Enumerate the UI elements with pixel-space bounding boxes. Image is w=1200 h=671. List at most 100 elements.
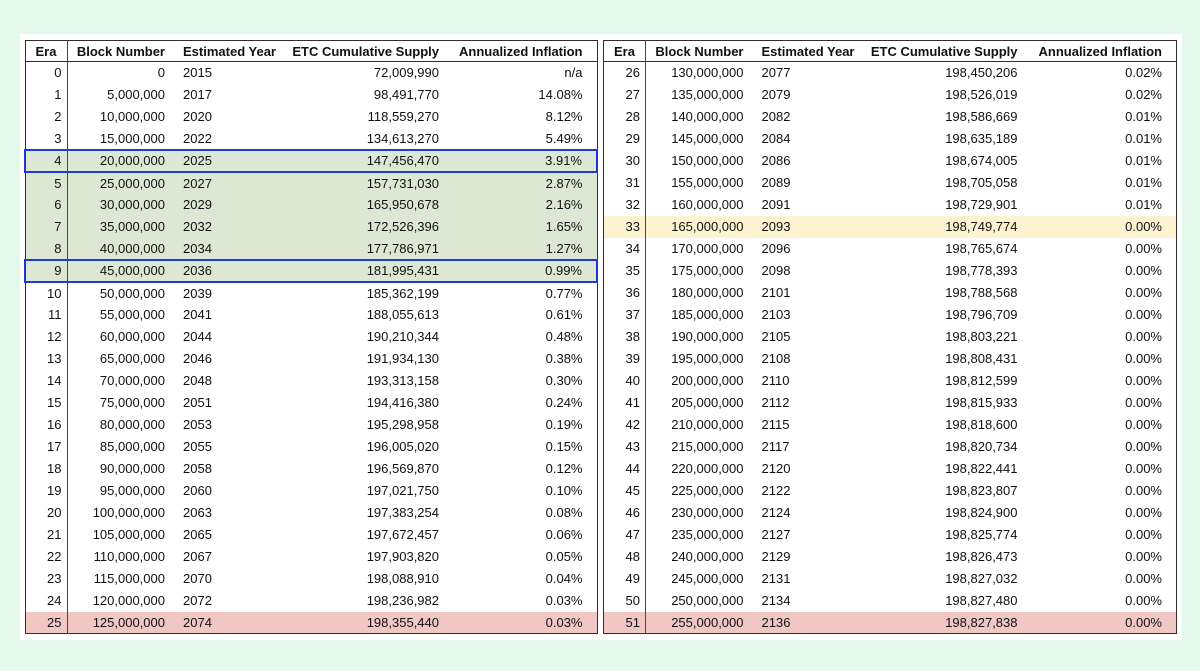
cell: 165,000,000 [645,215,752,238]
cell: 2079 [761,87,791,102]
cell: 0.19% [545,417,583,432]
cell: 147,456,470 [285,148,443,173]
cell: 200,000,000 [671,373,744,388]
cell: 34 [603,237,646,260]
cell: 33 [603,215,646,238]
cell: 2015 [183,65,212,81]
cell: 2053 [183,417,212,432]
cell: 2048 [183,373,212,388]
column-header: Block Number [645,40,752,62]
cell: 175,000,000 [671,263,744,278]
cell: 0.03% [443,611,597,634]
cell: 198,812,599 [945,373,1018,388]
cell: 0.00% [1021,215,1177,238]
cell: 90,000,000 [99,461,165,476]
cell: 43 [603,435,646,458]
cell: 198,674,005 [945,153,1018,168]
cell: 0.38% [545,351,583,366]
cell: 49 [603,567,646,590]
cell: 0.00% [1125,571,1162,586]
cell: 0.08% [545,505,583,520]
cell: 2077 [761,65,791,81]
cell: 14.08% [538,87,583,102]
cell: 18 [25,457,68,480]
cell: 197,672,457 [366,527,439,542]
cell: 2082 [761,109,791,124]
cell: 10,000,000 [99,109,165,124]
cell: 2086 [761,153,791,168]
cell: 198,825,774 [945,527,1018,542]
cell: 0.01% [1125,175,1162,190]
era-row-7: 7 35,000,000 2032 172,526,396 1.65% [25,215,597,238]
cell: 2070 [183,571,212,586]
cell: 9 [24,258,68,283]
cell: 45,000,000 [67,258,173,283]
cell: 42 [603,413,646,436]
cell: 2 [25,105,68,128]
cell: 0.15% [545,439,583,454]
cell: 198,822,441 [945,461,1018,476]
cell: 44 [603,457,646,480]
column-header: ETC Cumulative Supply [285,40,443,62]
cell: 198,088,910 [366,571,439,586]
era-row-3: 3 15,000,000 2022 134,613,270 5.49% [25,127,597,150]
era-row-1: 1 5,000,000 2017 98,491,770 14.08% [25,83,597,106]
cell: 3.91% [443,148,598,173]
era-row-25: 25 125,000,000 2074 198,355,440 0.03% [25,611,597,634]
cell: 2036 [173,258,285,283]
cell: 22 [25,545,68,568]
cell: 230,000,000 [671,505,744,520]
cell: 180,000,000 [671,285,744,300]
cell: 170,000,000 [671,241,744,256]
cell: 198,820,734 [945,439,1018,454]
cell: 5 [25,171,68,194]
cell: 0.48% [545,329,583,344]
cell: 100,000,000 [92,505,165,520]
cell: 150,000,000 [671,153,744,168]
cell: 155,000,000 [671,175,744,190]
column-header: Era [603,40,646,62]
cell: 2105 [761,329,791,344]
cell: 2120 [761,461,791,476]
cell: 36 [603,281,646,304]
cell: 30 [603,149,646,172]
cell: 2058 [183,461,212,476]
era-row-6: 6 30,000,000 2029 165,950,678 2.16% [25,193,597,216]
cell: 105,000,000 [92,527,165,542]
cell: 23 [25,567,68,590]
era-row-21: 21 105,000,000 2065 197,672,457 0.06% [25,523,597,546]
era-row-42: 42 210,000,000 2115 198,818,600 0.00% [603,413,1177,436]
cell: 215,000,000 [671,439,744,454]
cell: 47 [603,523,646,546]
cell: 198,635,189 [945,131,1018,146]
cell: 41 [603,391,646,414]
cell: 0.00% [1125,439,1162,454]
cell: 0.01% [1125,131,1162,146]
era-row-27: 27 135,000,000 2079 198,526,019 0.02% [603,83,1177,106]
cell: 27 [603,83,646,106]
cell: 193,313,158 [366,373,439,388]
cell: 0.05% [545,549,583,564]
cell: 2072 [183,593,212,608]
column-header: Estimated Year [173,40,285,62]
cell: 2020 [183,109,212,124]
cell: 2041 [183,307,212,322]
era-row-45: 45 225,000,000 2122 198,823,807 0.00% [603,479,1177,502]
cell: 198,705,058 [945,175,1018,190]
cell: 15 [25,391,68,414]
cell: 0.02% [1125,87,1162,102]
cell: 38 [603,325,646,348]
cell: 0.00% [1125,351,1162,366]
column-header: Annualized Inflation [1021,40,1177,62]
era-row-23: 23 115,000,000 2070 198,088,910 0.04% [25,567,597,590]
cell: 2134 [761,593,791,608]
cell: 2124 [761,505,791,520]
cell: 65,000,000 [99,351,165,366]
cell: 0.00% [1125,263,1162,278]
cell: 2063 [183,505,212,520]
cell: 115,000,000 [93,571,165,586]
cell: 0.01% [1125,153,1162,168]
cell: 2022 [183,130,212,146]
cell: 110,000,000 [93,549,165,564]
cell: 2044 [183,329,212,344]
